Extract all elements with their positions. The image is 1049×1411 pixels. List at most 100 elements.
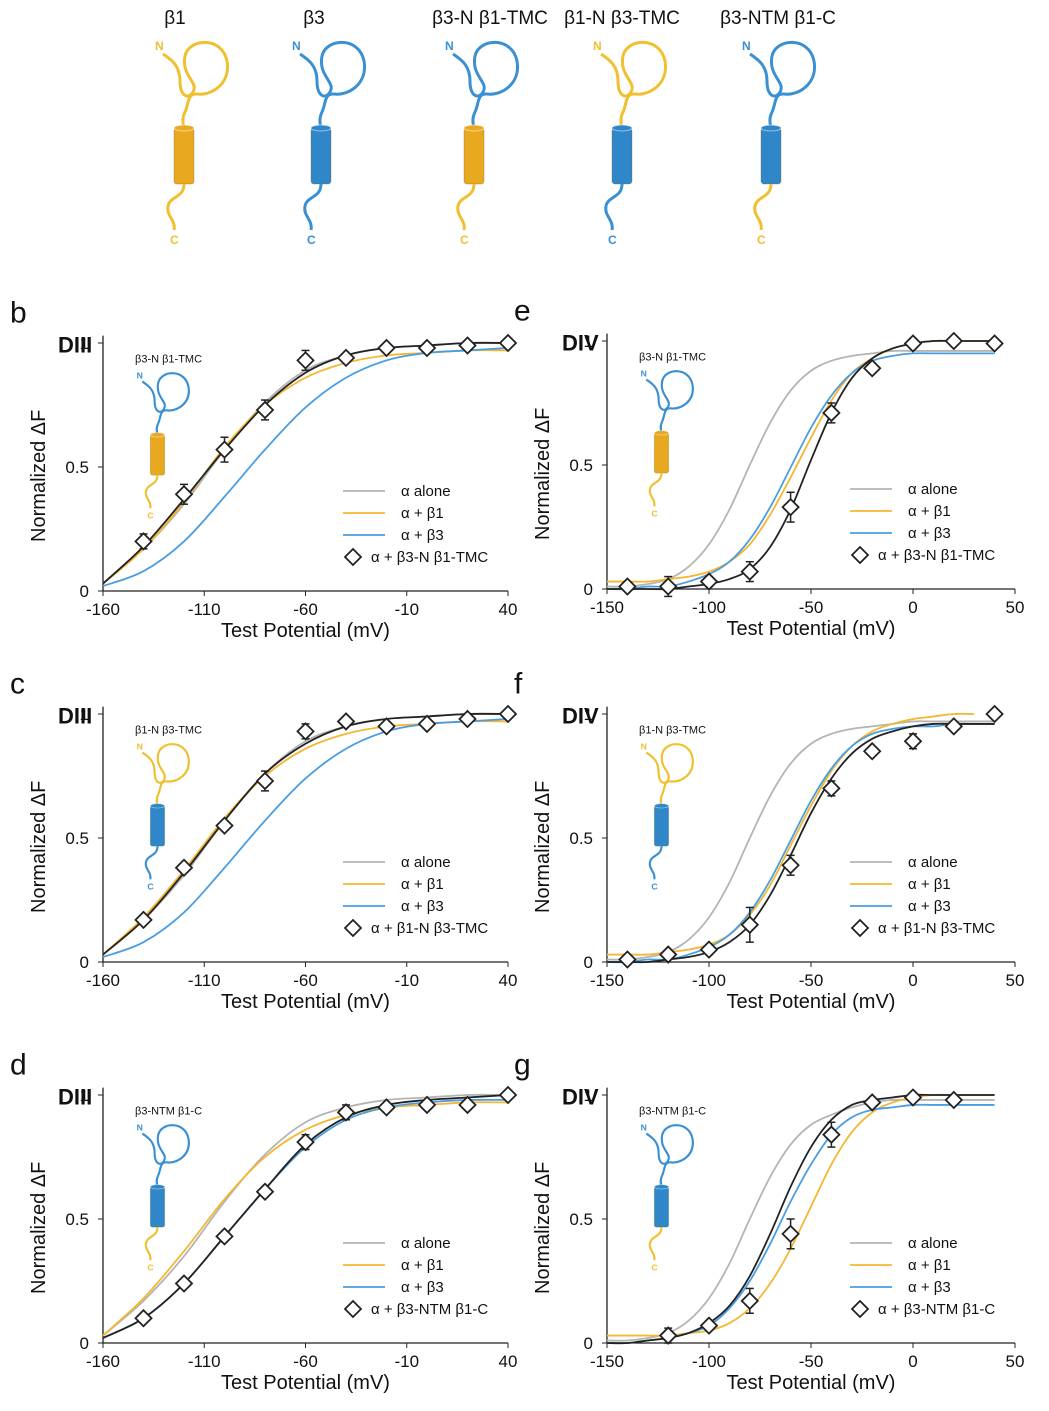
n-terminal-domain bbox=[299, 40, 366, 131]
panel-letter: d bbox=[10, 1049, 27, 1082]
data-point bbox=[498, 333, 518, 353]
x-tick-label: 40 bbox=[499, 1352, 518, 1371]
y-tick-label: 0.5 bbox=[65, 1210, 89, 1229]
legend-marker bbox=[850, 545, 870, 565]
y-axis-label: Normalized ΔF bbox=[28, 410, 50, 542]
n-terminal-domain bbox=[645, 1124, 694, 1189]
legend-label: α + β3 bbox=[401, 898, 444, 915]
x-tick-label: -10 bbox=[394, 1352, 419, 1371]
c-terminus-label: C bbox=[651, 881, 657, 891]
data-point bbox=[781, 856, 800, 875]
legend-label: α alone bbox=[908, 1235, 958, 1252]
legend-marker bbox=[343, 1299, 363, 1319]
x-tick-label: 0 bbox=[908, 1352, 917, 1371]
legend-label: α + β1 bbox=[401, 876, 444, 893]
legend-label: α alone bbox=[401, 854, 451, 871]
c-terminus-label: C bbox=[147, 881, 153, 891]
inset-label: β1-N β3-TMC bbox=[639, 725, 706, 737]
panel-letter: f bbox=[514, 668, 523, 701]
schematic-label: β3 bbox=[303, 8, 325, 29]
c-terminus-label: C bbox=[757, 233, 766, 247]
n-terminus-label: N bbox=[445, 39, 454, 53]
c-terminal-tail bbox=[456, 183, 476, 231]
data-point bbox=[255, 1182, 275, 1201]
schematic-label: β3-N β1-TMC bbox=[432, 8, 548, 29]
inset-label: β3-NTM β1-C bbox=[639, 1106, 706, 1118]
inset-label: β3-N β1-TMC bbox=[135, 354, 202, 366]
x-tick-label: -60 bbox=[293, 971, 318, 990]
data-point bbox=[822, 403, 841, 423]
data-point bbox=[822, 779, 841, 798]
legend-label: α + β3 bbox=[401, 527, 444, 544]
c-terminus-label: C bbox=[651, 508, 657, 518]
inset-label: β1-N β3-TMC bbox=[135, 725, 202, 737]
data-point bbox=[377, 338, 396, 358]
n-terminus-label: N bbox=[155, 39, 164, 53]
y-tick-label: 0.5 bbox=[569, 829, 593, 848]
transmembrane-segment bbox=[149, 1186, 166, 1228]
y-axis-label: Normalized ΔF bbox=[28, 1162, 50, 1294]
y-tick-label: 1 bbox=[584, 332, 593, 351]
x-tick-label: -150 bbox=[590, 1352, 624, 1371]
n-terminal-domain bbox=[141, 743, 190, 808]
y-tick-label: 1 bbox=[80, 705, 89, 724]
data-point bbox=[781, 497, 800, 517]
x-tick-label: -100 bbox=[692, 971, 726, 990]
data-point bbox=[658, 1326, 678, 1345]
data-point bbox=[618, 950, 637, 969]
y-tick-label: 0.5 bbox=[569, 456, 593, 475]
data-point bbox=[174, 858, 194, 878]
legend-label: α + β1 bbox=[908, 503, 951, 520]
fit-curve bbox=[102, 1101, 509, 1337]
transmembrane-top bbox=[760, 124, 782, 132]
x-tick-label: -150 bbox=[590, 598, 624, 617]
x-tick-label: 50 bbox=[1006, 1352, 1025, 1371]
n-terminal-domain bbox=[645, 743, 694, 808]
data-point bbox=[336, 348, 356, 368]
n-terminus-label: N bbox=[641, 742, 647, 752]
legend-label: α + β1-N β3-TMC bbox=[878, 920, 995, 937]
fit-curve bbox=[102, 712, 509, 956]
y-axis-label: Normalized ΔF bbox=[532, 1162, 554, 1294]
schematic-icon: NC bbox=[137, 742, 190, 891]
n-terminus-label: N bbox=[641, 1123, 647, 1133]
panel-title: DIV bbox=[562, 704, 599, 729]
n-terminus-label: N bbox=[742, 39, 751, 53]
x-tick-label: -100 bbox=[692, 1352, 726, 1371]
data-point bbox=[377, 717, 396, 736]
x-tick-label: -110 bbox=[188, 971, 221, 990]
x-tick-label: 40 bbox=[499, 600, 518, 619]
data-point bbox=[944, 717, 964, 736]
schematic-icon: NC bbox=[593, 39, 667, 247]
legend-label: α + β1 bbox=[908, 1257, 951, 1274]
data-point bbox=[458, 336, 477, 355]
data-point bbox=[458, 1095, 477, 1115]
transmembrane-top bbox=[149, 803, 166, 809]
y-tick-label: 0.5 bbox=[65, 458, 89, 477]
y-tick-label: 0 bbox=[584, 953, 593, 972]
n-terminus-label: N bbox=[137, 371, 143, 381]
panel-letter: c bbox=[10, 668, 25, 701]
legend-label: α + β3-NTM β1-C bbox=[878, 1301, 995, 1318]
panel-letter: g bbox=[514, 1049, 531, 1082]
transmembrane-segment bbox=[653, 1186, 670, 1228]
data-point bbox=[699, 940, 719, 959]
data-point bbox=[215, 1227, 234, 1246]
legend-label: α + β3 bbox=[401, 1279, 444, 1296]
x-axis-label: Test Potential (mV) bbox=[221, 620, 390, 642]
legend-marker bbox=[343, 918, 363, 938]
data-point bbox=[985, 704, 1004, 724]
n-terminus-label: N bbox=[292, 39, 301, 53]
data-point bbox=[862, 741, 882, 761]
data-point bbox=[134, 532, 153, 551]
y-tick-label: 1 bbox=[584, 1086, 593, 1105]
data-point bbox=[740, 562, 760, 581]
y-tick-label: 1 bbox=[80, 1086, 89, 1105]
legend-label: α + β1-N β3-TMC bbox=[371, 920, 488, 937]
legend-label: α alone bbox=[401, 1235, 451, 1252]
data-point bbox=[658, 945, 678, 964]
panel-title: DIII bbox=[58, 1085, 92, 1110]
y-tick-label: 0 bbox=[80, 1334, 89, 1353]
data-point bbox=[944, 331, 964, 351]
